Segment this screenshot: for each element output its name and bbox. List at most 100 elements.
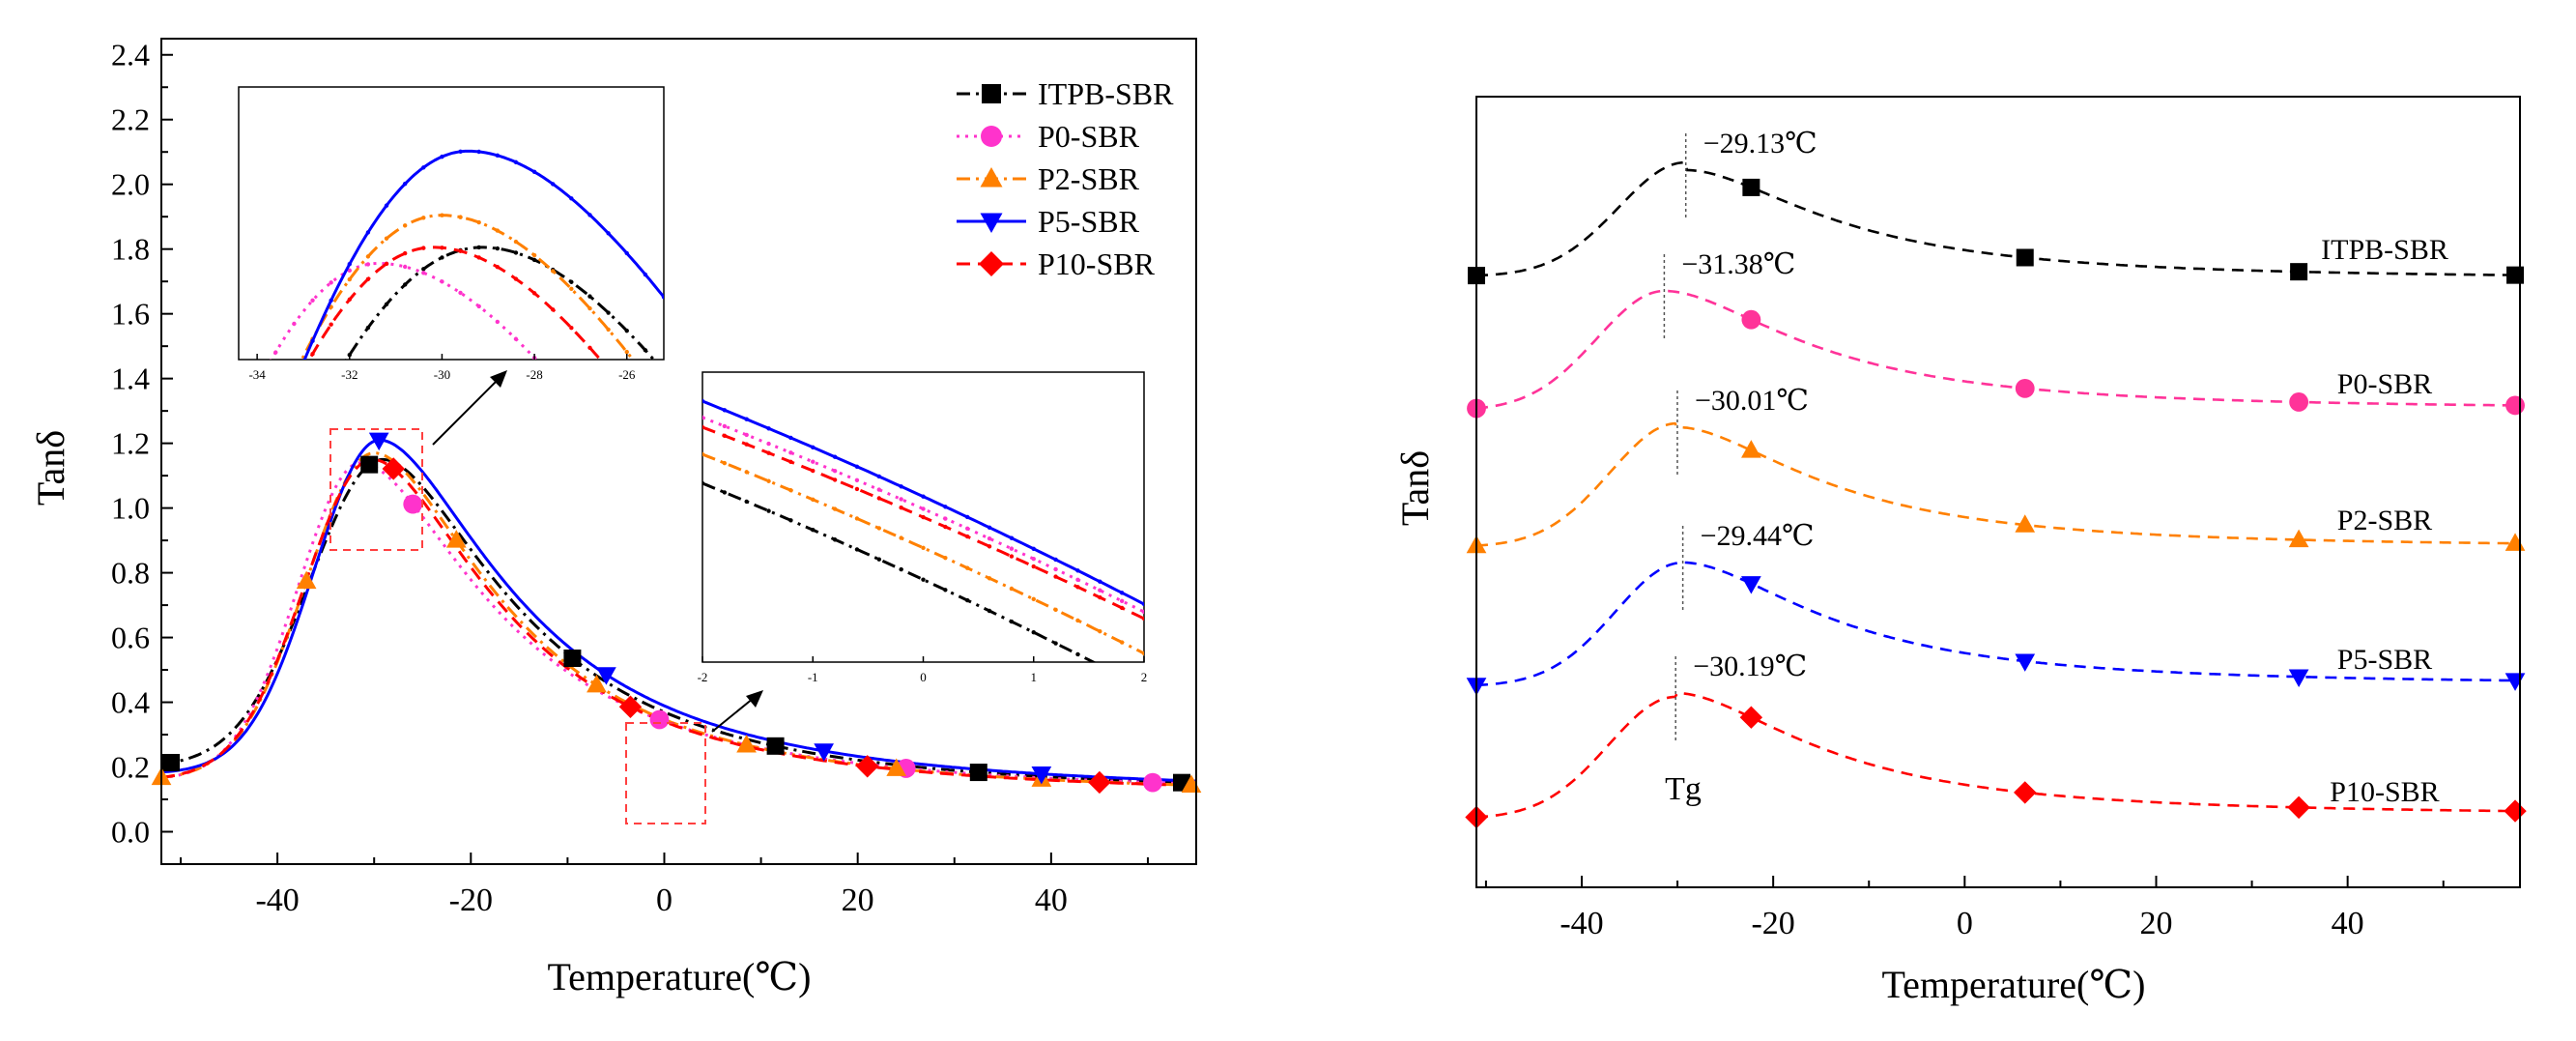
inset-peak-point-P10-SBR bbox=[421, 246, 426, 250]
inset-peak-tick-label: -34 bbox=[248, 367, 266, 382]
inset-zero-point-P10-SBR bbox=[702, 424, 705, 430]
inset-zero-point-P5-SBR bbox=[921, 494, 926, 499]
right-series-line-P0-SBR bbox=[1475, 289, 2521, 410]
marker-P5-SBR bbox=[1031, 766, 1052, 785]
inset-peak-point-ITPB-SBR bbox=[440, 255, 444, 260]
inset-peak-tick-label: -26 bbox=[618, 367, 636, 382]
left-y-tick-label: 0.2 bbox=[111, 750, 150, 785]
inset-peak-point-P2-SBR bbox=[476, 219, 481, 225]
inset-zero-point-P5-SBR bbox=[744, 417, 749, 421]
tg-value-P10-SBR: −30.19℃ bbox=[1693, 651, 1807, 682]
inset-peak-point-P2-SBR bbox=[402, 223, 408, 228]
inset-zero-point-P10-SBR bbox=[832, 477, 838, 482]
left-chart-series bbox=[161, 438, 1196, 788]
marker-P5-SBR bbox=[596, 667, 616, 685]
inset-peak-point-P2-SBR bbox=[421, 216, 426, 220]
inset-zero-point-P2-SBR bbox=[876, 526, 881, 531]
inset-zero-point-P2-SBR bbox=[788, 488, 793, 493]
inset-zero-point-P5-SBR bbox=[1009, 535, 1015, 540]
inset-zero-point-ITPB-SBR bbox=[987, 608, 992, 614]
inset-peak-point-P5-SBR bbox=[531, 169, 537, 175]
inset-peak-point-P2-SBR bbox=[606, 327, 611, 333]
inset-peak-point-ITPB-SBR bbox=[643, 348, 648, 353]
inset-zero-point-ITPB-SBR bbox=[965, 597, 970, 603]
inset-zero-tick-label: 1 bbox=[1031, 670, 1038, 684]
inset-zero-point-P5-SBR bbox=[1098, 579, 1102, 584]
marker-ITPB-SBR bbox=[563, 650, 582, 668]
inset-zero-point-ITPB-SBR bbox=[1009, 619, 1015, 624]
inset-zero-point-P2-SBR bbox=[1009, 586, 1015, 592]
series-line-P2-SBR bbox=[161, 451, 1196, 787]
legend-marker-P0-SBR bbox=[981, 126, 1002, 147]
left-x-tick-label: 40 bbox=[1035, 882, 1068, 918]
inset-zero-point-P10-SBR bbox=[965, 534, 970, 539]
inset-zero-point-P0-SBR bbox=[943, 516, 948, 521]
inset-peak-point-P2-SBR bbox=[624, 349, 629, 355]
right-series-label-P10-SBR: P10-SBR bbox=[2330, 776, 2439, 808]
inset-zero-point-P5-SBR bbox=[722, 408, 728, 413]
inset-zero-point-P0-SBR bbox=[1031, 557, 1036, 562]
legend-label-ITPB-SBR: ITPB-SBR bbox=[1038, 76, 1174, 111]
inset-peak-line-P5-SBR bbox=[302, 149, 664, 360]
inset-peak-point-P5-SBR bbox=[606, 231, 611, 236]
inset-zero-point-P5-SBR bbox=[1119, 591, 1125, 595]
inset-peak-point-P5-SBR bbox=[643, 272, 648, 277]
inset-zero-point-P2-SBR bbox=[1119, 640, 1125, 645]
right-marker-P5-SBR bbox=[2015, 653, 2036, 672]
legend-marker-P10-SBR bbox=[979, 251, 1004, 276]
left-y-tick-label: 1.8 bbox=[111, 232, 150, 267]
inset-peak-point-P5-SBR bbox=[402, 181, 408, 187]
inset-peak-point-P0-SBR bbox=[402, 264, 408, 270]
inset-zero-tick-label: -2 bbox=[698, 670, 708, 684]
inset-zero-tick-label: 0 bbox=[920, 670, 927, 684]
inset-zero-point-P0-SBR bbox=[702, 415, 705, 420]
left-plot-frame bbox=[160, 38, 1197, 865]
inset-zero-point-ITPB-SBR bbox=[811, 528, 816, 533]
legend-label-P5-SBR: P5-SBR bbox=[1038, 204, 1140, 239]
inset-zero-point-P0-SBR bbox=[832, 469, 838, 474]
inset-peak-line-P10-SBR bbox=[307, 246, 603, 360]
inset-zero-point-P5-SBR bbox=[766, 426, 771, 431]
left-y-tick-label: 1.0 bbox=[111, 491, 150, 526]
marker-P10-SBR bbox=[855, 755, 879, 778]
inset-zero-point-P5-SBR bbox=[899, 484, 903, 489]
right-marker-P2-SBR bbox=[2015, 514, 2036, 533]
inset-zero-point-P0-SBR bbox=[811, 459, 816, 464]
inset-peak-point-P10-SBR bbox=[476, 255, 481, 260]
marker-P2-SBR bbox=[296, 570, 317, 590]
inset-peak-point-ITPB-SBR bbox=[624, 328, 629, 333]
inset-peak-point-P5-SBR bbox=[661, 295, 664, 300]
inset-zero-point-ITPB-SBR bbox=[921, 577, 926, 582]
right-series-line-P2-SBR bbox=[1475, 421, 2520, 547]
right-x-tick-label: 20 bbox=[2139, 906, 2172, 941]
inset-peak-point-P5-SBR bbox=[495, 153, 501, 159]
inset-zero-point-P0-SBR bbox=[722, 423, 728, 429]
inset-zero-point-P5-SBR bbox=[965, 514, 970, 520]
right-series-label-P0-SBR: P0-SBR bbox=[2337, 368, 2432, 400]
zoom-box-peak bbox=[329, 428, 423, 551]
marker-P2-SBR bbox=[886, 758, 907, 776]
inset-peak-point-P10-SBR bbox=[310, 351, 315, 357]
marker-P0-SBR bbox=[1143, 772, 1162, 793]
inset-zero-point-ITPB-SBR bbox=[702, 480, 705, 486]
inset-peak-point-P0-SBR bbox=[495, 319, 501, 325]
inset-zero-point-P0-SBR bbox=[965, 526, 970, 532]
inset-zero-point-P5-SBR bbox=[876, 474, 881, 479]
left-y-tick-label: 2.2 bbox=[111, 102, 150, 137]
inset-peak-point-ITPB-SBR bbox=[587, 294, 592, 299]
inset-zero-point-P10-SBR bbox=[1009, 554, 1015, 559]
right-x-tick-label: -40 bbox=[1560, 906, 1603, 941]
marker-P2-SBR bbox=[736, 735, 757, 753]
inset-zero-point-P10-SBR bbox=[811, 468, 816, 474]
inset-zero-line-P2-SBR bbox=[702, 452, 1144, 655]
right-marker-P10-SBR bbox=[2504, 799, 2527, 823]
right-series-line-P5-SBR bbox=[1475, 561, 2520, 687]
inset-zero-point-P0-SBR bbox=[788, 450, 793, 455]
inset-peak-point-P10-SBR bbox=[495, 264, 501, 270]
inset-peak-point-P10-SBR bbox=[440, 246, 444, 250]
inset-zero-point-P2-SBR bbox=[943, 555, 948, 561]
left-y-tick-label: 0.4 bbox=[111, 685, 150, 720]
inset-zero-point-P2-SBR bbox=[899, 535, 903, 540]
inset-zero-point-ITPB-SBR bbox=[722, 490, 728, 495]
